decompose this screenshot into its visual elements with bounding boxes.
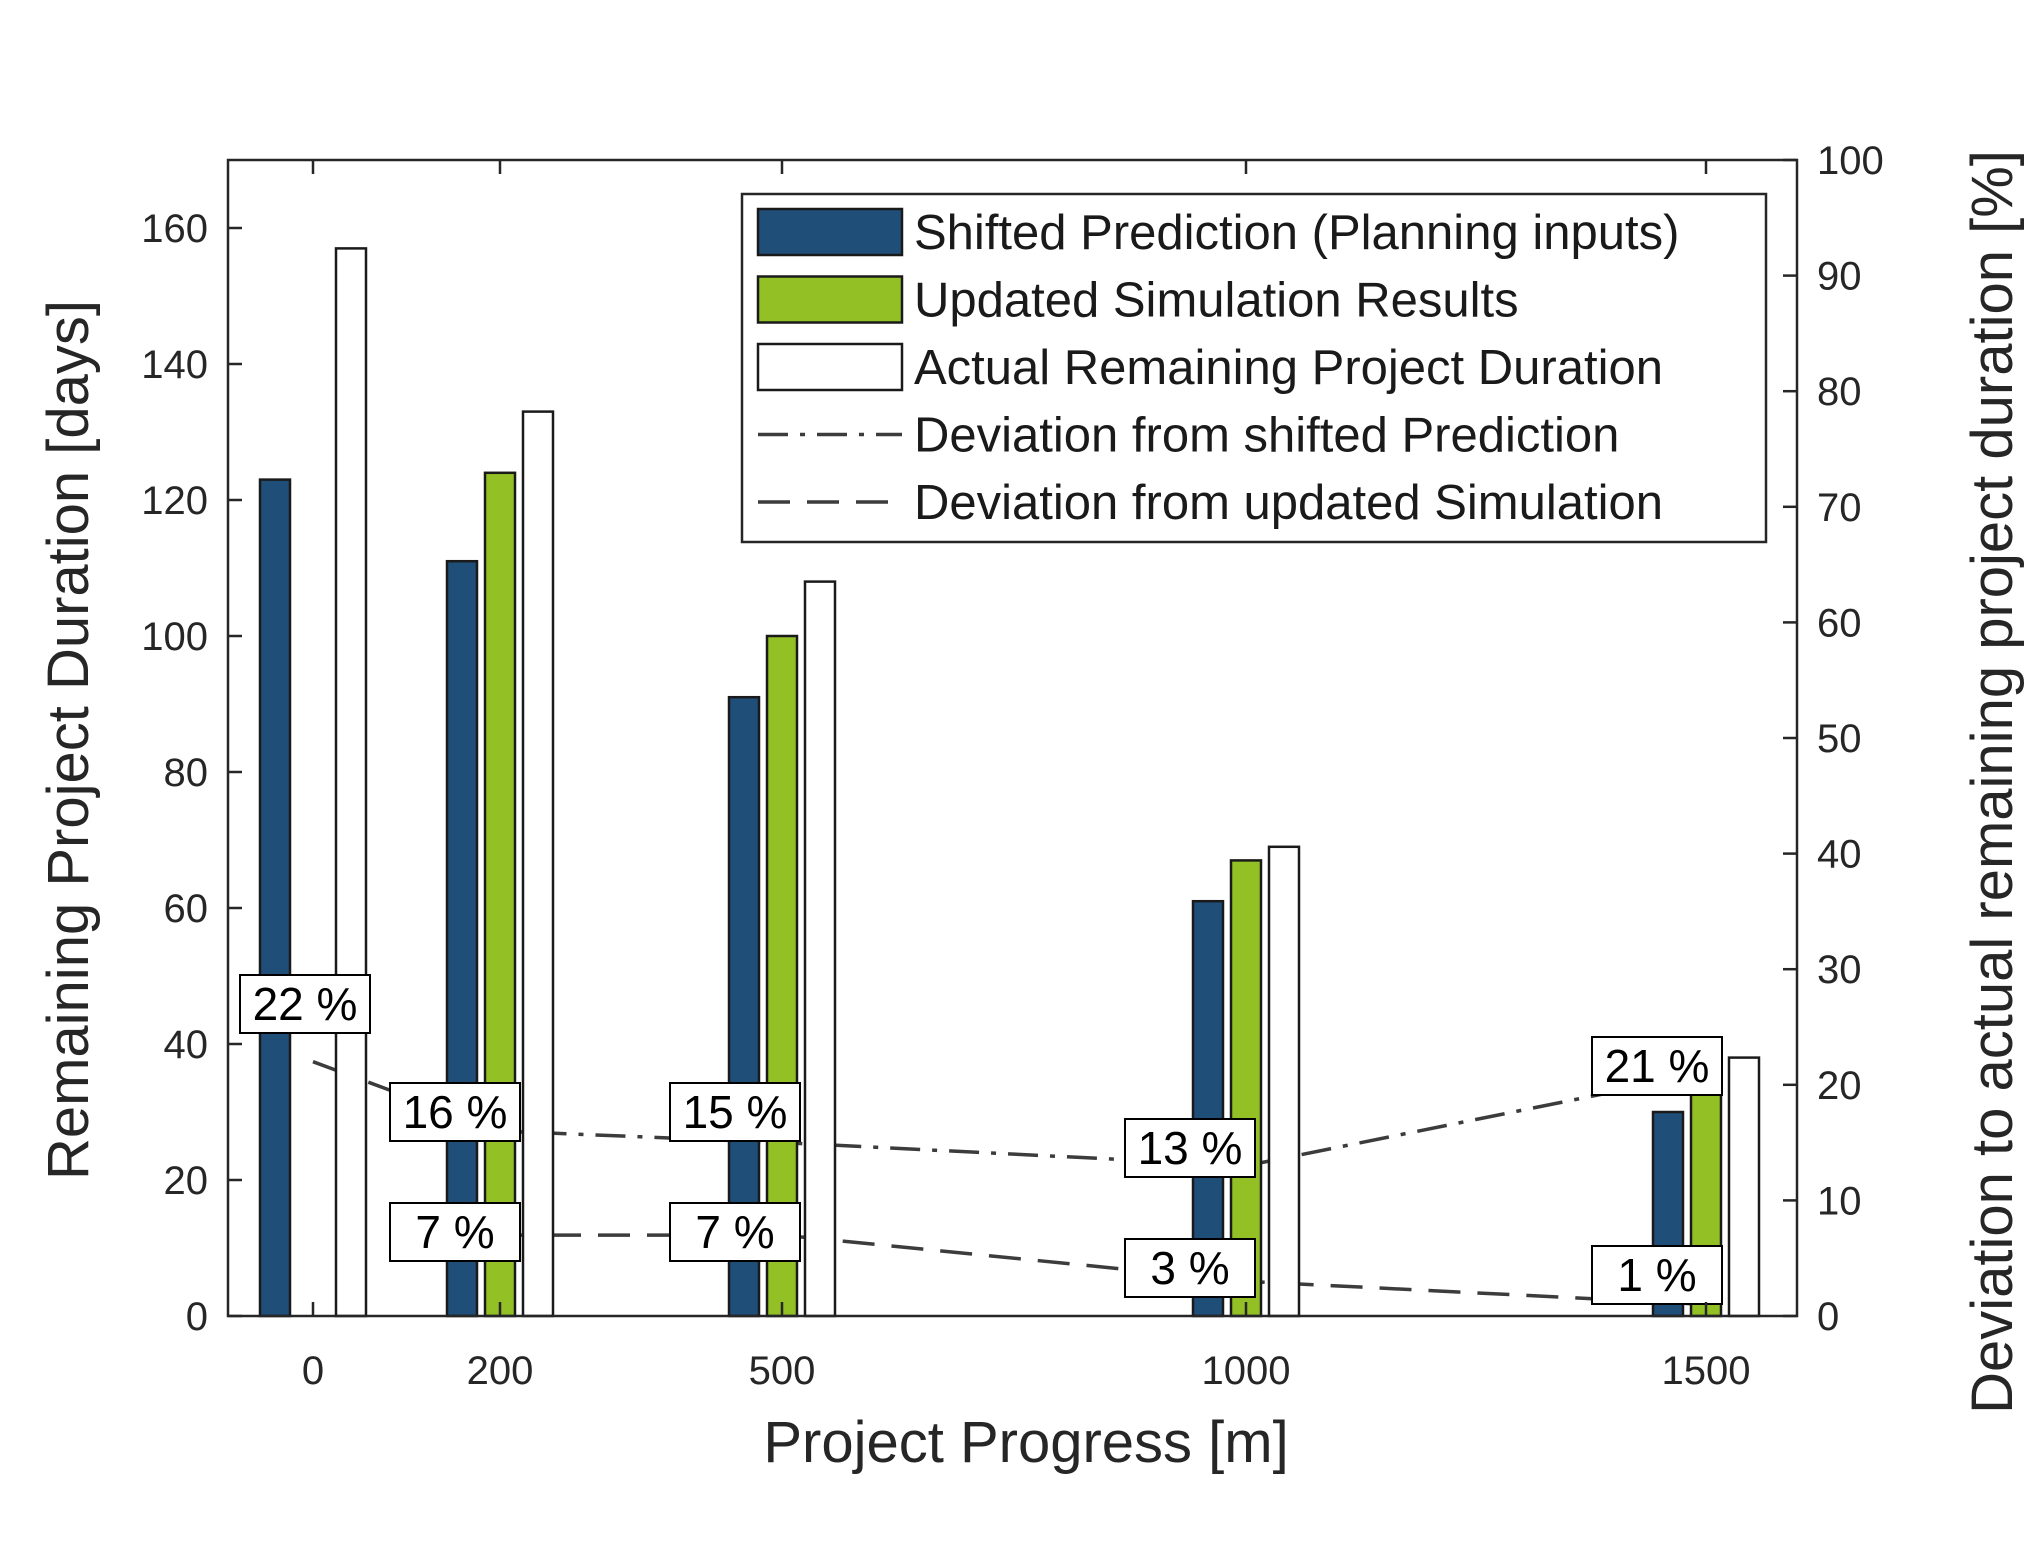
deviation-updated-label-500: 7 %: [695, 1206, 774, 1258]
y-right-tick-label-20: 20: [1817, 1064, 1862, 1108]
y-right-tick-label-90: 90: [1817, 255, 1862, 299]
legend-label-deviation-updated: Deviation from updated Simulation: [914, 476, 1663, 530]
legend: Shifted Prediction (Planning inputs) Upda…: [740, 192, 1768, 544]
deviation-shifted-label-1000-box: [1124, 1118, 1256, 1178]
deviation-updated-label-200-box: [389, 1202, 521, 1262]
y-right-tick-label-10: 10: [1817, 1179, 1862, 1223]
legend-label-actual-duration: Actual Remaining Project Duration: [914, 341, 1663, 395]
y-tick-label-140: 140: [141, 343, 208, 387]
y-tick-label-160: 160: [141, 207, 208, 251]
y-tick-label-20: 20: [164, 1159, 209, 1203]
deviation-updated-label-500-box: [669, 1202, 801, 1262]
deviation-updated-label-1500: 1 %: [1617, 1249, 1696, 1301]
deviation-updated-label-1000-box: [1124, 1238, 1256, 1298]
bar-shifted-prediction-0: [258, 478, 292, 1318]
y-tick-label-60: 60: [164, 887, 209, 931]
bar-actual-duration-500: [803, 580, 837, 1318]
y-right-tick-label-50: 50: [1817, 717, 1862, 761]
deviation-shifted-label-500: 15 %: [683, 1086, 788, 1138]
bar-shifted-prediction-200: [445, 559, 479, 1318]
deviation-shifted-label-200-box: [389, 1082, 521, 1142]
legend-swatch-shifted-prediction: [756, 207, 904, 257]
y-right-tick-label-0: 0: [1817, 1295, 1839, 1339]
x-tick-label-500: 500: [749, 1349, 816, 1393]
deviation-labels: 22 % 16 % 15 % 13 % 21 % 7 % 7 % 3 % 1 %: [239, 974, 1723, 1305]
x-tick-label-1000: 1000: [1202, 1349, 1291, 1393]
y-tick-label-40: 40: [164, 1023, 209, 1067]
y-right-tick-label-70: 70: [1817, 486, 1862, 530]
deviation-shifted-label-0-box: [239, 974, 371, 1034]
bar-actual-duration-200: [521, 410, 555, 1318]
x-tick-label-200: 200: [467, 1349, 534, 1393]
y-right-tick-label-60: 60: [1817, 601, 1862, 645]
bar-actual-duration-1500: [1727, 1056, 1761, 1318]
y-tick-label-80: 80: [164, 751, 209, 795]
y-tick-label-100: 100: [141, 615, 208, 659]
legend-box: [740, 192, 1768, 544]
x-tick-label-0: 0: [302, 1349, 324, 1393]
bar-actual-duration-0: [334, 247, 368, 1318]
y-tick-label-120: 120: [141, 479, 208, 523]
y-right-tick-label-30: 30: [1817, 948, 1862, 992]
legend-label-deviation-shifted: Deviation from shifted Prediction: [914, 409, 1619, 463]
deviation-updated-label-1500-box: [1591, 1245, 1723, 1305]
y-tick-label-0: 0: [186, 1295, 208, 1339]
y-axis-title: Remaining Project Duration [days]: [36, 300, 101, 1180]
deviation-shifted-label-1500: 21 %: [1605, 1040, 1710, 1092]
deviation-shifted-label-1500-box: [1591, 1036, 1723, 1096]
legend-swatch-actual-duration: [756, 342, 904, 392]
deviation-updated-line: [500, 1233, 1707, 1307]
y-right-tick-label-100: 100: [1817, 139, 1884, 183]
deviation-shifted-label-500-box: [669, 1082, 801, 1142]
x-tick-label-1500: 1500: [1662, 1349, 1751, 1393]
y-axis-right-title: Deviation to actual remaining project du…: [1960, 150, 2025, 1414]
deviation-shifted-label-1000: 13 %: [1138, 1122, 1243, 1174]
legend-swatch-updated-simulation: [756, 275, 904, 324]
y-right-tick-label-40: 40: [1817, 833, 1862, 877]
legend-label-shifted-prediction: Shifted Prediction (Planning inputs): [914, 206, 1679, 260]
deviation-updated-label-200: 7 %: [415, 1206, 494, 1258]
y-right-tick-label-80: 80: [1817, 370, 1862, 414]
legend-label-updated-simulation: Updated Simulation Results: [914, 274, 1519, 328]
deviation-shifted-label-200: 16 %: [403, 1086, 508, 1138]
x-axis-title: Project Progress [m]: [763, 1410, 1288, 1475]
bar-actual-duration-1000: [1267, 845, 1301, 1318]
deviation-shifted-label-0: 22 %: [253, 978, 358, 1030]
deviation-updated-label-1000: 3 %: [1150, 1242, 1229, 1294]
axes: 0 20 40 60 80 100 120 140 160 0 10 20 30 40 50 60 70 80 90…: [141, 139, 1884, 1393]
bar-updated-simulation-200: [483, 471, 517, 1318]
